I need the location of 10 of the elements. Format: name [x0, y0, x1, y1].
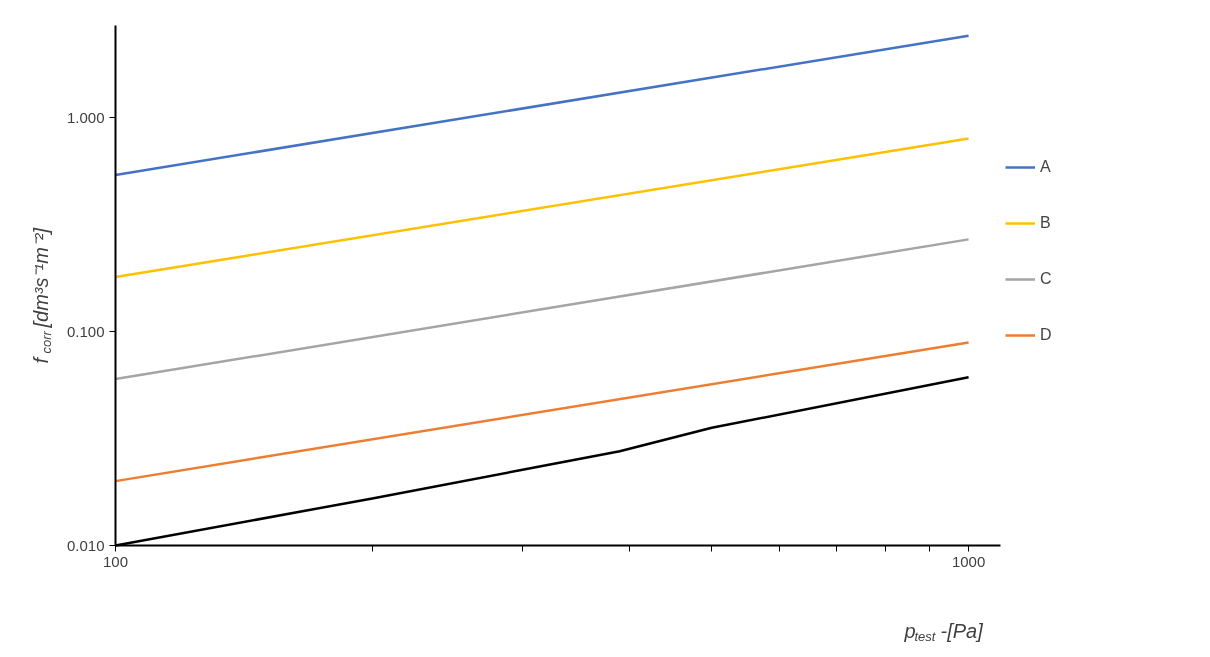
legend-label: C	[1040, 270, 1053, 288]
y-tick-label: 0.010	[66, 536, 105, 554]
legend-label: A	[1040, 158, 1052, 176]
y-tick-label: 0.100	[66, 322, 105, 340]
x-tick-label: 100	[102, 552, 129, 570]
y-tick-label: 1.000	[66, 108, 105, 126]
legend-label: D	[1040, 326, 1053, 344]
x-tick-label: 1000	[951, 552, 986, 570]
legend-label: B	[1040, 214, 1052, 232]
y-axis-title: fcorr [dm³s⁻¹m⁻²]	[29, 227, 54, 364]
